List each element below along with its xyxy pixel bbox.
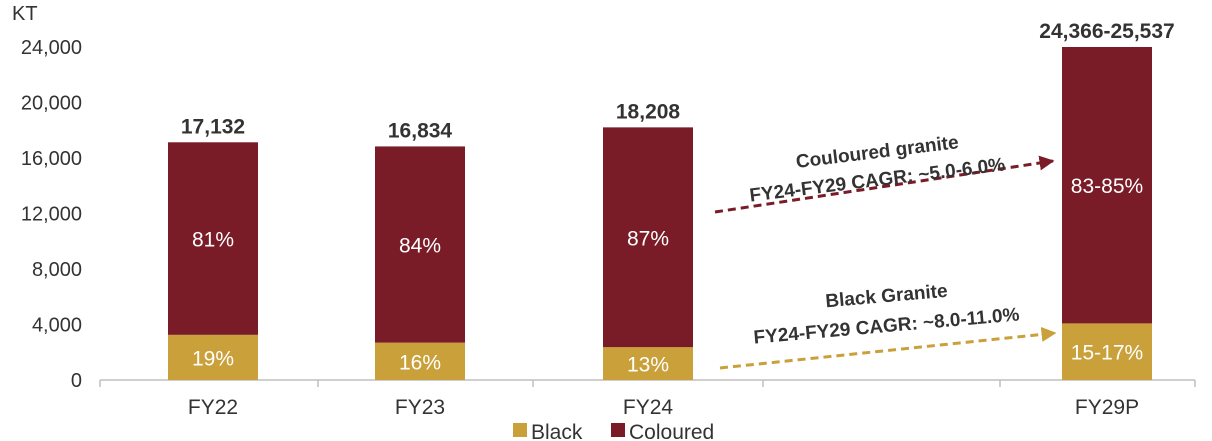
segment-share-label: 84% bbox=[399, 235, 441, 258]
segment-share-label: 16% bbox=[399, 351, 441, 374]
segment-share-label: 19% bbox=[192, 347, 234, 370]
y-axis-unit-label: KT bbox=[12, 3, 38, 25]
bar-segment-black bbox=[603, 347, 693, 380]
segment-share-label: 13% bbox=[627, 354, 669, 377]
bar-segment-black bbox=[1062, 323, 1152, 380]
annotation-title: Black Granite bbox=[825, 281, 949, 313]
segment-share-label: 83-85% bbox=[1071, 175, 1143, 198]
segment-share-label: 15-17% bbox=[1071, 342, 1143, 365]
y-tick-label: 20,000 bbox=[21, 93, 82, 115]
bar-segment-coloured bbox=[375, 146, 465, 343]
cagr-arrow bbox=[714, 155, 1055, 214]
x-tick-label: FY29P bbox=[1075, 396, 1139, 419]
x-tick-label: FY22 bbox=[188, 396, 238, 419]
bar-segment-black bbox=[168, 334, 258, 380]
y-tick-label: 8,000 bbox=[32, 259, 82, 281]
segment-share-label: 81% bbox=[192, 229, 234, 252]
y-tick-label: 24,000 bbox=[21, 37, 82, 59]
legend: Black Coloured bbox=[513, 421, 714, 441]
bar-segment-coloured bbox=[603, 127, 693, 348]
y-tick-label: 12,000 bbox=[21, 204, 82, 226]
legend-label-coloured: Coloured bbox=[629, 421, 714, 441]
legend-swatch-black bbox=[513, 423, 527, 437]
x-tick-label: FY24 bbox=[623, 396, 674, 419]
y-tick-label: 16,000 bbox=[21, 148, 82, 170]
segment-share-label: 87% bbox=[627, 227, 669, 250]
y-tick-label: 4,000 bbox=[32, 315, 82, 337]
legend-swatch-coloured bbox=[611, 423, 625, 437]
bar-segment-coloured bbox=[1062, 47, 1152, 324]
bars: 19% 81% 17,132 16% 84% 16,834 13% 87% 18,208 15-1… bbox=[168, 20, 1175, 380]
x-axis: FY22 FY23 FY24 FY29P bbox=[99, 380, 1196, 419]
y-tick-label: 0 bbox=[71, 370, 82, 392]
bar-total-label: 16,834 bbox=[388, 119, 453, 142]
bar-total-label: 18,208 bbox=[616, 100, 681, 123]
bar-segment-coloured bbox=[168, 142, 258, 335]
bar-total-label: 24,366-25,537 bbox=[1039, 20, 1174, 43]
cagr-arrow bbox=[719, 326, 1057, 370]
x-tick-label: FY23 bbox=[395, 396, 445, 419]
bar-total-label: 17,132 bbox=[181, 115, 245, 138]
y-axis: 0 4,000 8,000 12,000 16,000 20,000 24,000 bbox=[21, 37, 82, 392]
bar-segment-black bbox=[375, 342, 465, 380]
legend-label-black: Black bbox=[531, 421, 583, 441]
